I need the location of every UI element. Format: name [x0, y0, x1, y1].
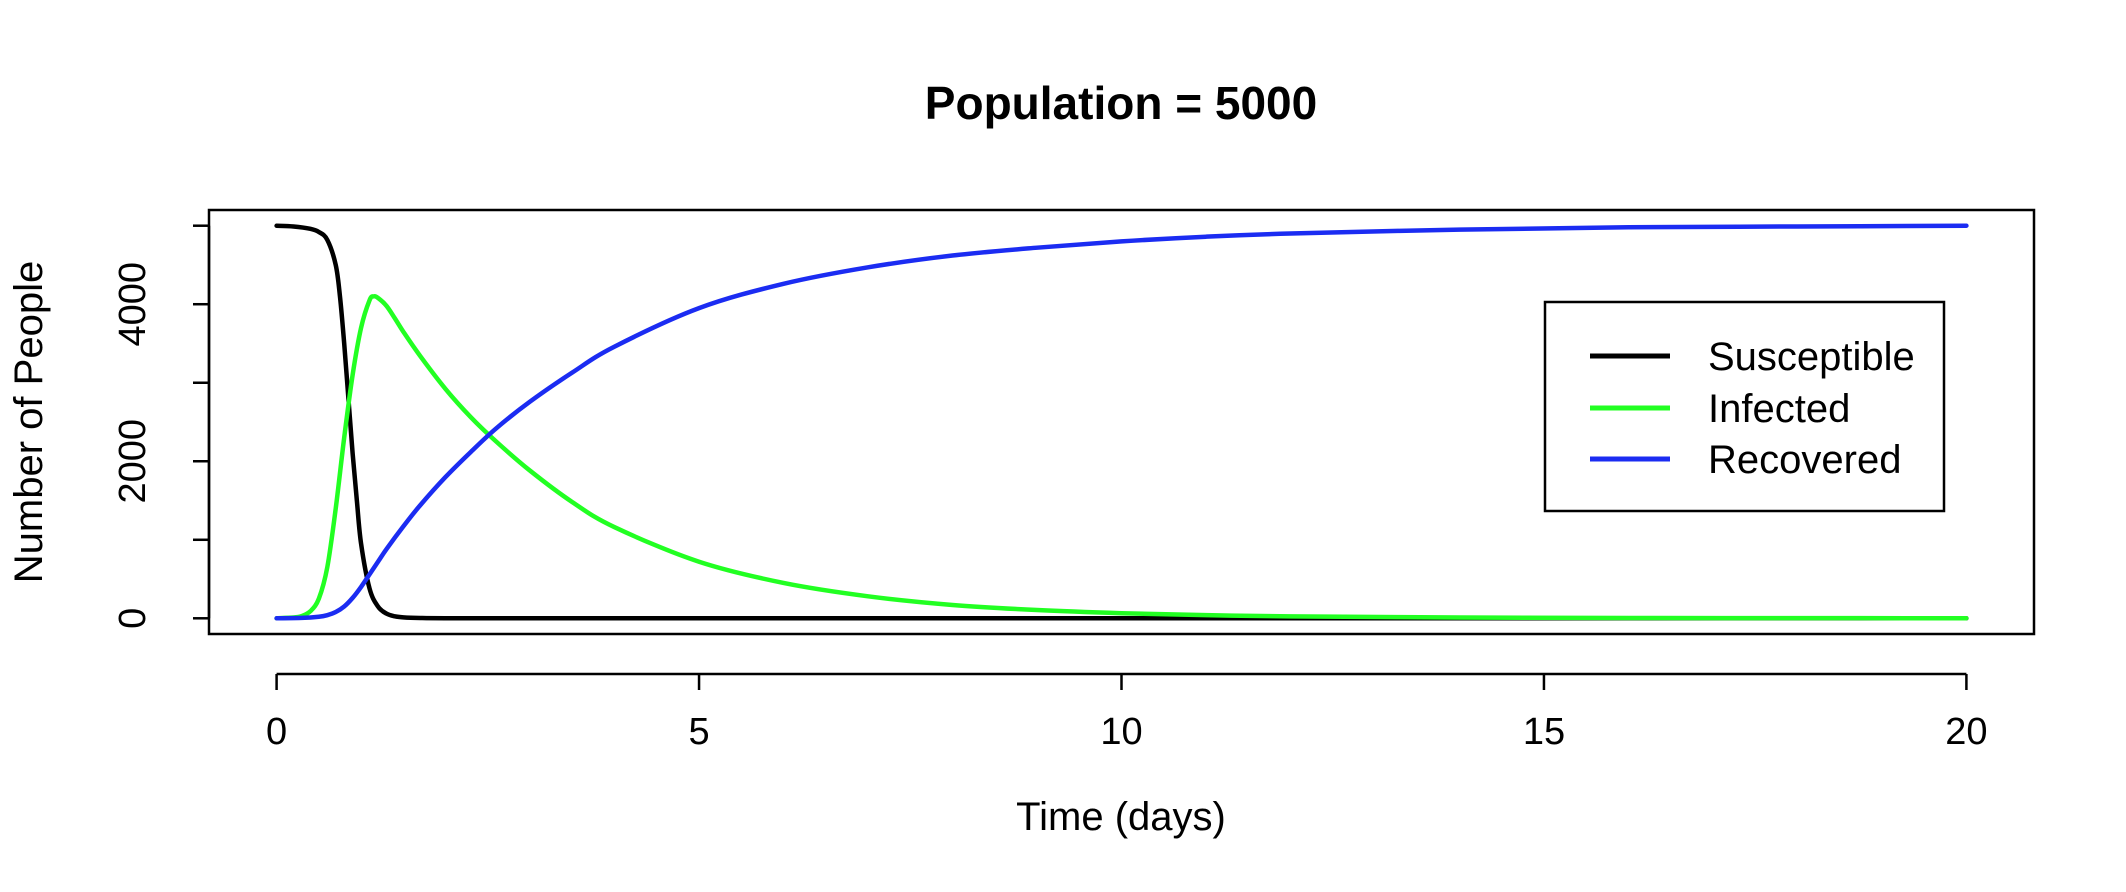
- x-tick-label: 5: [688, 711, 709, 753]
- series-line-susceptible: [274, 223, 1969, 621]
- series-line-recovered: [274, 223, 1969, 621]
- x-tick-label: 20: [1945, 711, 1987, 753]
- x-tick-label: 10: [1100, 711, 1142, 753]
- legend: Susceptible Infected Recovered: [1543, 300, 1946, 513]
- chart-title: Population = 5000: [925, 77, 1317, 129]
- legend-box: [1543, 300, 1946, 513]
- y-tick-label: 0: [112, 608, 154, 629]
- series-lines: [274, 223, 1969, 621]
- x-tick-label: 15: [1523, 711, 1565, 753]
- y-tick-label: 4000: [112, 262, 154, 347]
- x-axis-label: Time (days): [1016, 795, 1226, 839]
- y-axis-label: Number of People: [7, 261, 51, 583]
- series-line-infected: [274, 293, 1969, 621]
- legend-label-susceptible: Susceptible: [1708, 335, 1915, 379]
- x-axis: 0 5 10 15 20: [266, 672, 1988, 753]
- legend-label-infected: Infected: [1708, 387, 1850, 431]
- y-tick-label: 2000: [112, 419, 154, 504]
- legend-label-recovered: Recovered: [1708, 438, 1901, 482]
- y-axis: 0 2000 4000: [112, 224, 211, 629]
- x-tick-label: 0: [266, 711, 287, 753]
